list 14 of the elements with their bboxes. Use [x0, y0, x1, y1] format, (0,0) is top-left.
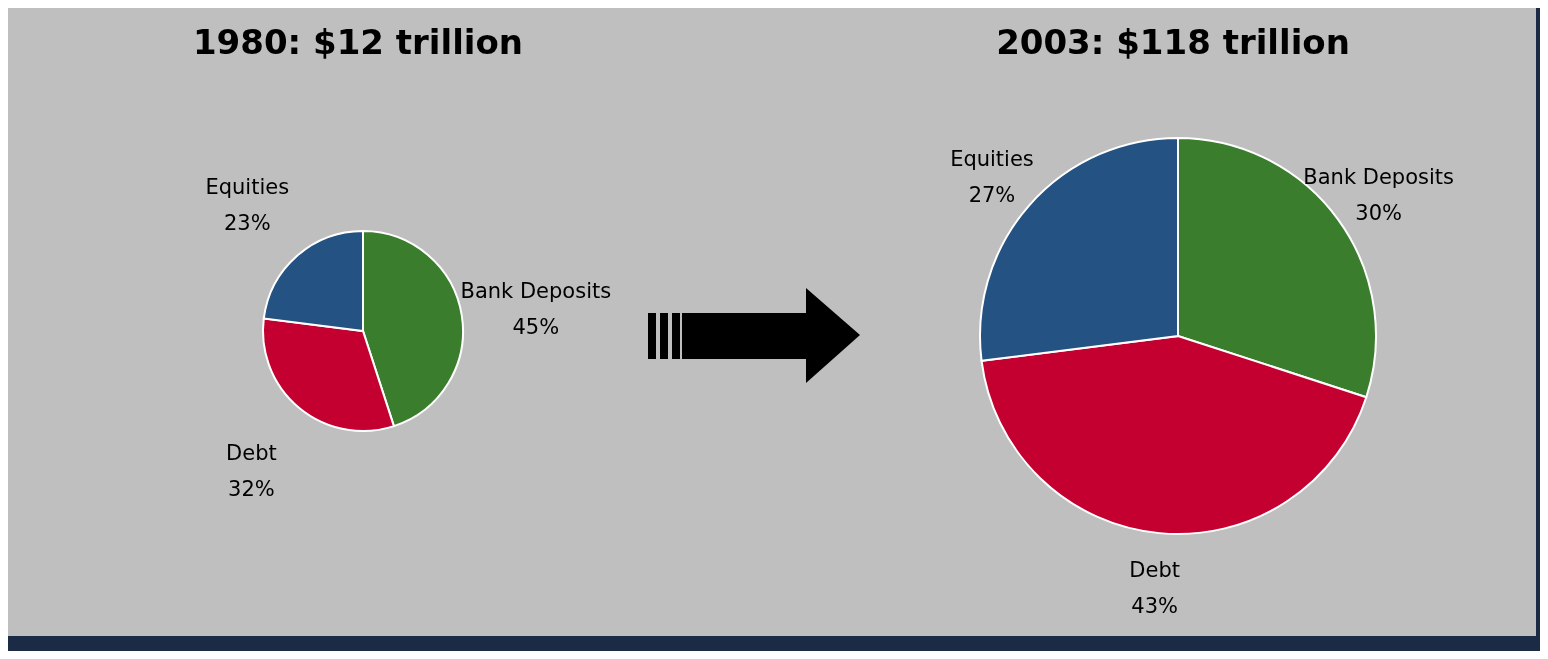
slice-label: Debt	[1129, 557, 1180, 582]
data-label: 30%	[1355, 201, 1402, 226]
slice-label: Equities	[950, 146, 1034, 171]
slice-label: Bank Deposits	[1303, 165, 1454, 190]
data-label: 43%	[1131, 593, 1178, 618]
data-label: 32%	[228, 476, 275, 501]
chart-title: 1980: $12 trillion	[191, 22, 525, 62]
chart-title: 2003: $118 trillion	[995, 22, 1351, 62]
data-label: 23%	[223, 210, 271, 235]
slice-label: Bank Deposits	[460, 278, 612, 303]
slice-label: Equities	[205, 174, 290, 199]
data-label: 27%	[968, 182, 1016, 207]
slice-label: Debt	[226, 440, 277, 465]
data-label: 45%	[512, 314, 560, 339]
